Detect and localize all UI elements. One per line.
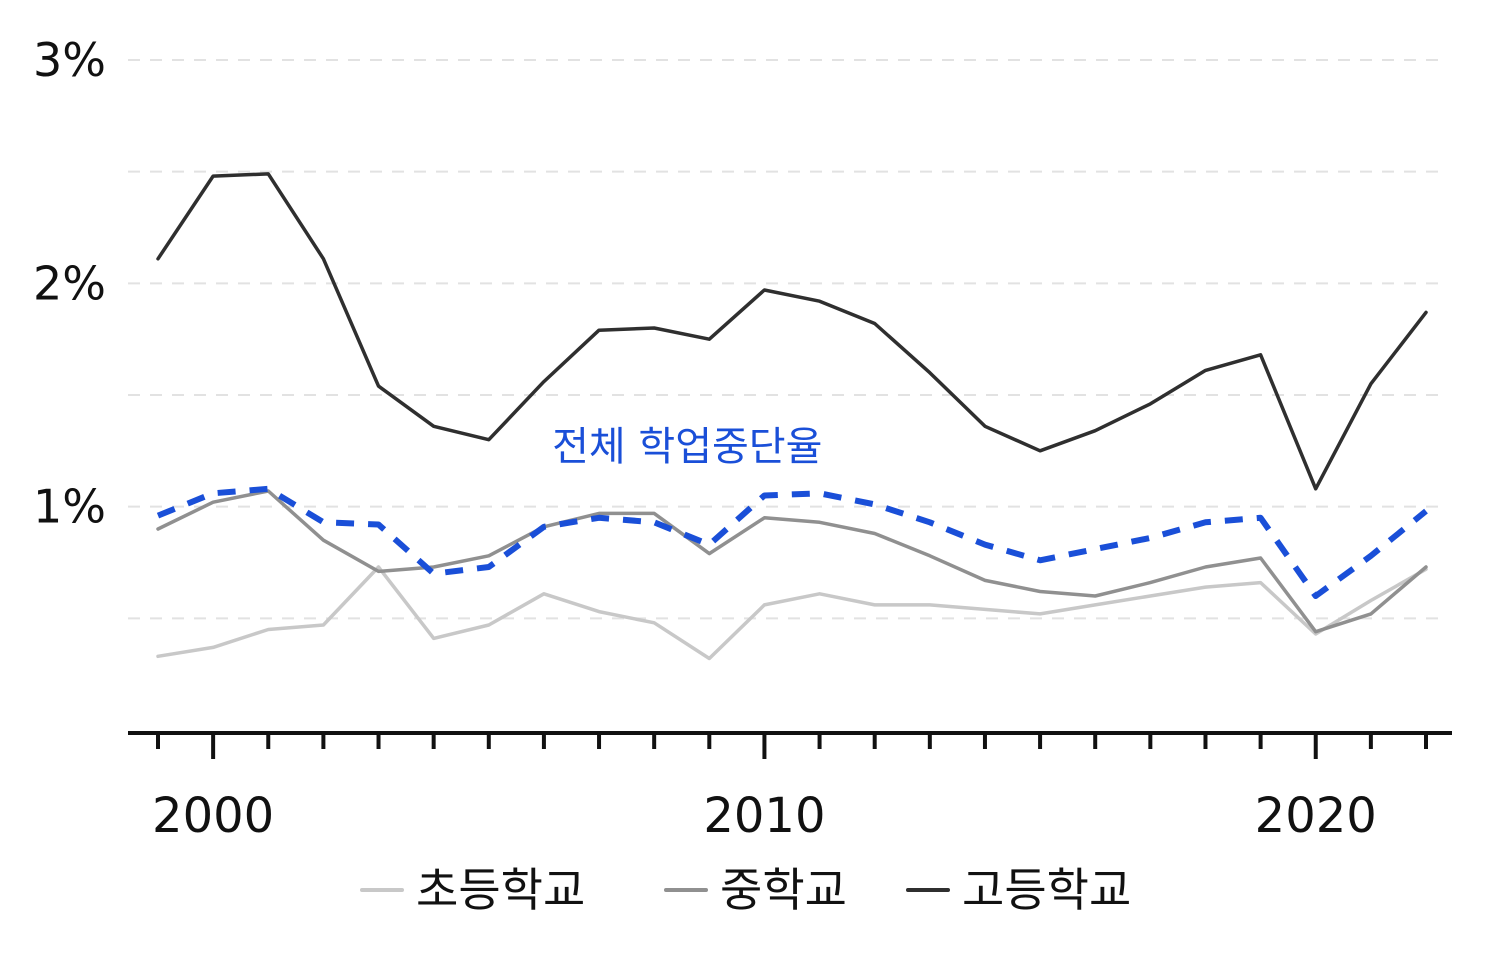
x-tick-label: 2000 (152, 788, 274, 844)
annotations: 전체 학업중단율 (552, 424, 822, 470)
y-tick-label: 3% (33, 33, 106, 87)
legend: 초등학교 중학교 고등학교 (360, 863, 1131, 917)
series-lines (156, 172, 1428, 661)
series-line-3 (156, 172, 1428, 491)
series-line-2 (156, 489, 1428, 634)
legend-label: 고등학교 (962, 863, 1131, 917)
y-tick-label: 1% (33, 480, 106, 534)
legend-label: 초등학교 (416, 863, 585, 917)
y-tick-label: 2% (33, 256, 106, 310)
series-line-1 (156, 565, 1428, 661)
gridlines (128, 59, 1440, 620)
annotation-label: 전체 학업중단율 (552, 424, 822, 470)
y-axis-tick-labels: 1% 2% 3% (33, 33, 106, 534)
x-tick-label: 2010 (703, 788, 825, 844)
series-line-4 (156, 485, 1428, 599)
legend-label: 중학교 (720, 863, 847, 917)
x-tick-label: 2020 (1255, 788, 1377, 844)
x-axis: 2000 2010 2020 (128, 731, 1452, 844)
